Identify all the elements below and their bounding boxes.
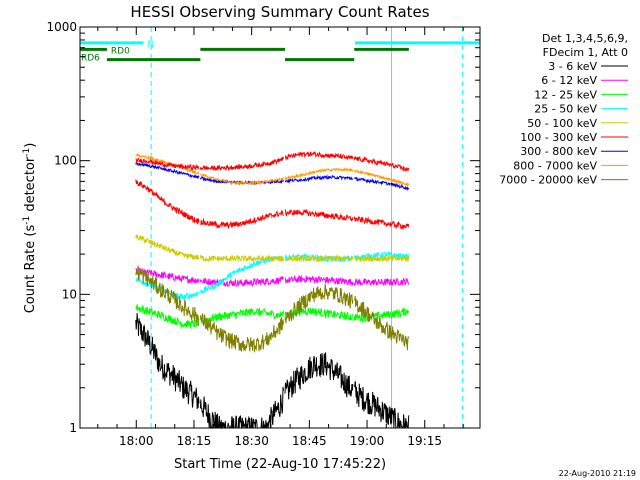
y-label-exponent: -1	[22, 148, 32, 157]
series-trace	[199, 386, 284, 430]
series-trace	[284, 166, 354, 181]
legend-header-line: Det 1,3,4,5,6,9,	[542, 32, 628, 45]
series-trace	[284, 352, 354, 400]
series-trace	[135, 179, 200, 225]
legend-label: 7000 - 20000 keV	[499, 174, 597, 187]
plot-frame	[79, 26, 481, 429]
series-trace	[284, 174, 354, 184]
state-flag-label: N	[147, 40, 154, 50]
y-label-part: Count Rate (s	[23, 225, 38, 314]
series-trace	[284, 208, 354, 222]
series-trace	[199, 275, 284, 288]
x-tick-label: 19:15	[407, 434, 442, 448]
y-label-part: detector	[23, 156, 38, 216]
chart-title: HESSI Observing Summary Count Rates	[130, 3, 429, 21]
y-tick-label: 1000	[46, 20, 77, 34]
series-trace	[135, 266, 200, 285]
series-trace	[135, 157, 200, 172]
timestamp: 22-Aug-2010 21:19	[559, 469, 636, 478]
series-trace	[200, 255, 284, 294]
y-axis-label: Count Rate (s-1 detector-1)	[22, 143, 38, 314]
y-tick-label: 100	[54, 154, 77, 168]
series-trace	[285, 274, 354, 286]
series-trace	[135, 265, 200, 326]
legend-label: 50 - 100 keV	[527, 117, 597, 130]
x-tick-label: 18:30	[234, 434, 269, 448]
series-trace	[284, 254, 354, 263]
series-trace	[353, 381, 410, 429]
series-trace	[353, 169, 410, 188]
legend-label: 300 - 800 keV	[520, 145, 597, 158]
state-flag-label: RD0	[111, 46, 130, 56]
axes-layer: 1 10 100 1000 18:00 18:15 18:30 18:45 19:00 19:15	[46, 20, 481, 448]
legend-label: 800 - 7000 keV	[513, 159, 597, 172]
data-layer	[79, 27, 464, 430]
x-tick-label: 18:00	[119, 434, 154, 448]
series-trace	[199, 254, 284, 263]
legend-header-line: FDecim 1, Att 0	[543, 46, 628, 59]
x-axis-label: Start Time (22-Aug-10 17:45:22)	[174, 457, 386, 472]
series-trace	[199, 313, 284, 353]
state-flag-label: RD6	[81, 54, 100, 64]
series-trace	[353, 155, 410, 172]
series-trace	[135, 234, 200, 261]
legend-label: 100 - 300 keV	[520, 131, 597, 144]
series-trace	[199, 173, 284, 186]
y-label-part: )	[23, 143, 38, 148]
y-label-exponent: -1	[22, 216, 32, 225]
legend: Det 1,3,4,5,6,9, FDecim 1, Att 0 3 - 6 k…	[499, 32, 628, 187]
series-trace	[199, 307, 284, 324]
series-trace	[353, 307, 410, 324]
x-tick-label: 18:45	[292, 434, 327, 448]
series-trace	[284, 283, 354, 324]
y-tick-label: 1	[69, 421, 77, 435]
x-tick-label: 18:15	[177, 434, 212, 448]
legend-label: 12 - 25 keV	[534, 88, 597, 101]
legend-label: 25 - 50 keV	[534, 103, 597, 116]
flag-layer: N RD0 RD6	[80, 40, 480, 64]
legend-label: 3 - 6 keV	[548, 60, 597, 73]
series-trace	[135, 304, 200, 330]
series-trace	[353, 255, 410, 264]
series-trace	[199, 156, 284, 172]
series-trace	[135, 161, 200, 179]
y-tick-label: 10	[62, 287, 77, 301]
series-trace	[135, 312, 200, 410]
series-trace	[200, 210, 284, 230]
series-trace	[354, 176, 410, 191]
series-trace	[353, 216, 410, 230]
legend-label: 6 - 12 keV	[541, 74, 597, 87]
series-trace	[284, 151, 354, 161]
series-trace	[353, 277, 410, 287]
x-tick-label: 19:00	[350, 434, 385, 448]
series-trace	[353, 296, 410, 351]
